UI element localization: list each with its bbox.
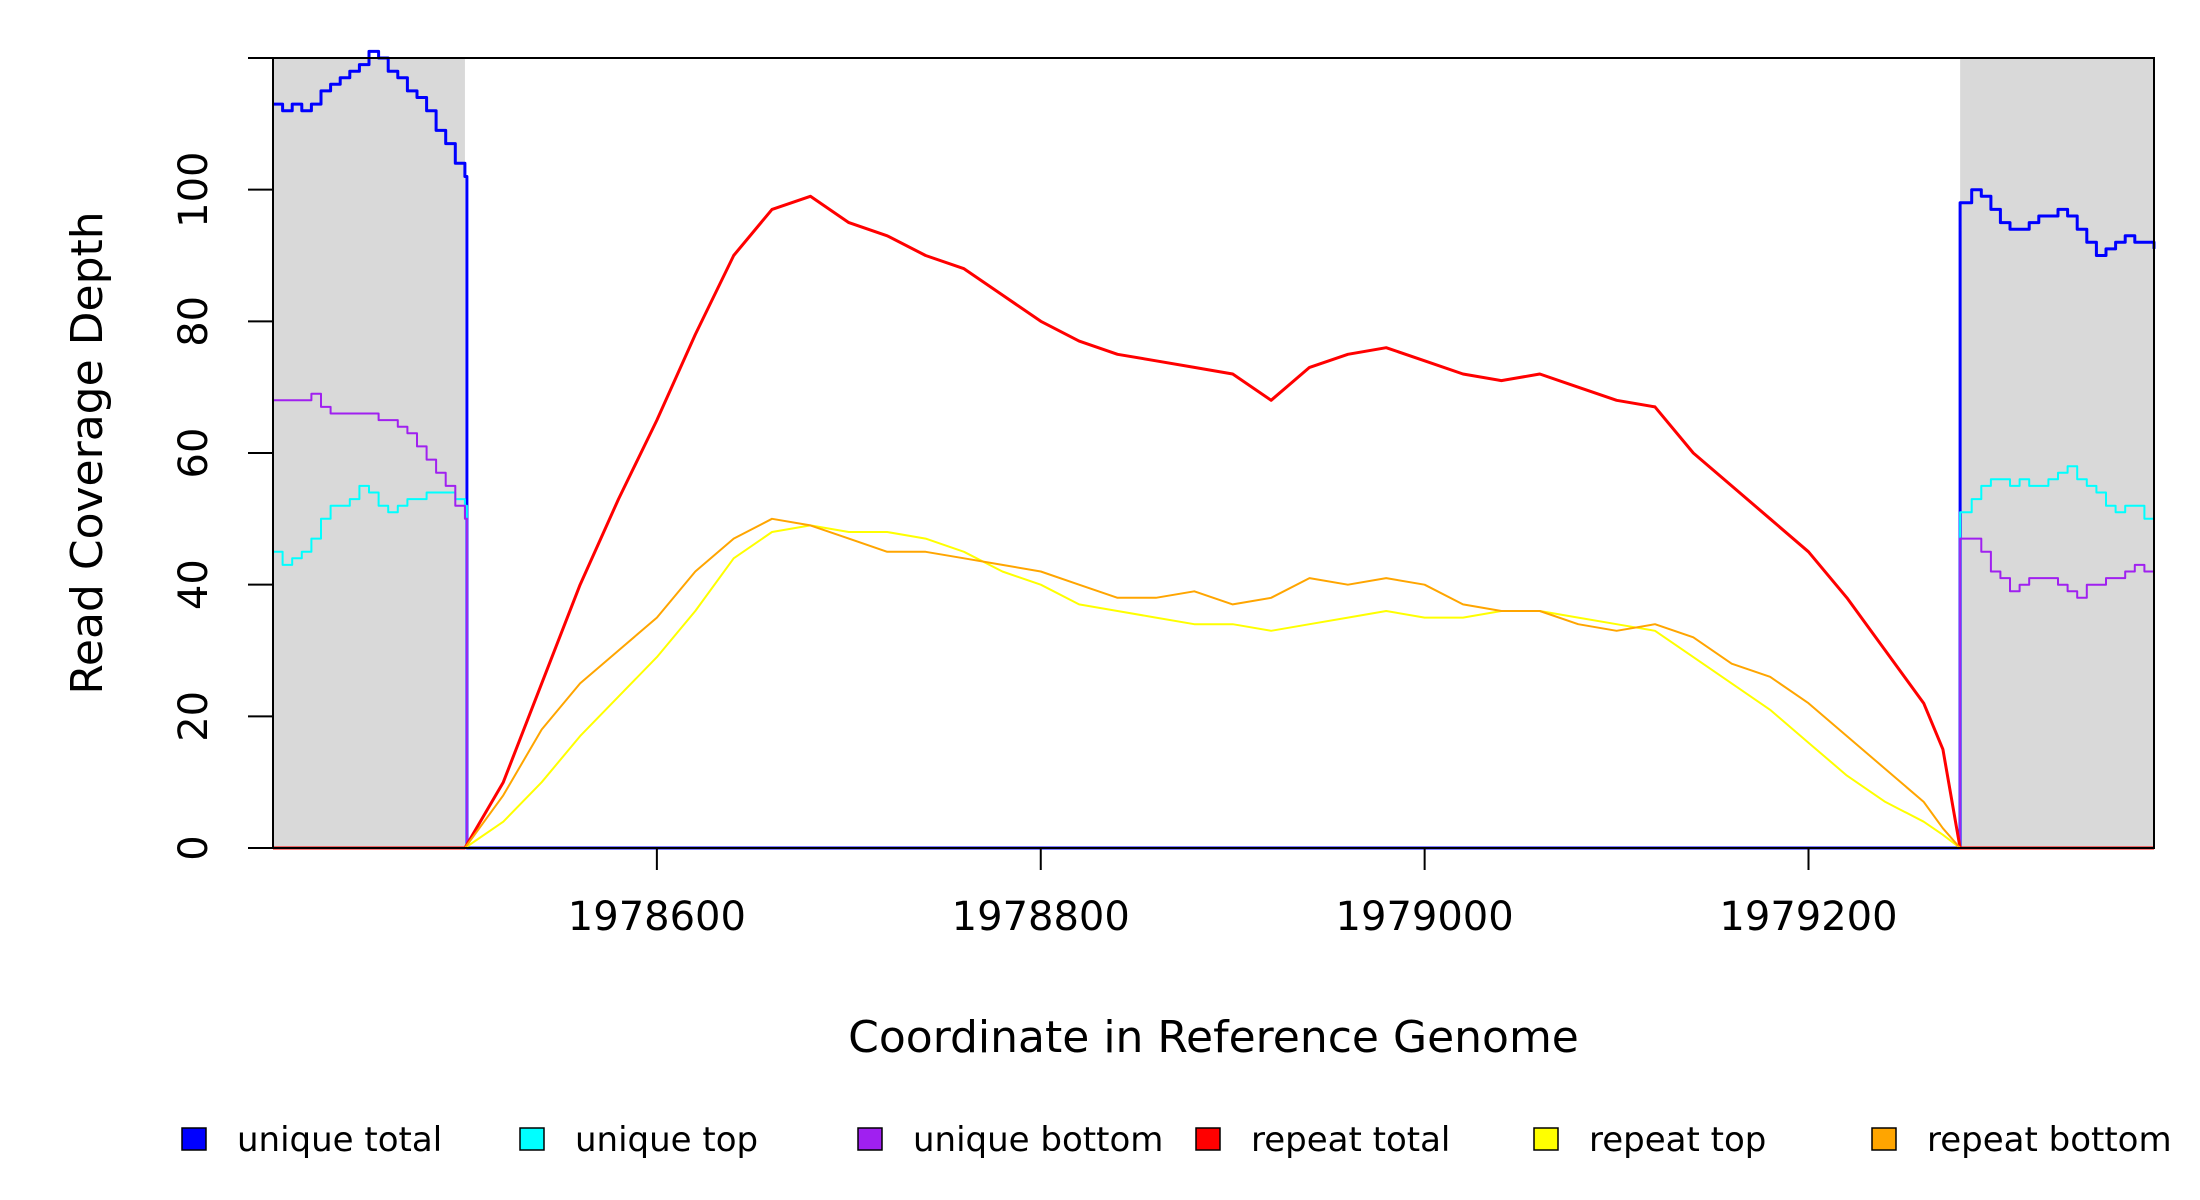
plot-frame: [272, 57, 2155, 849]
y-axis: 0 20 40 60 80 100: [171, 57, 273, 861]
legend-swatch: [1871, 1127, 1897, 1151]
x-tick-label: 1979000: [1336, 894, 1514, 940]
series-line-unique-total: [273, 49, 2156, 850]
legend: unique total unique top unique bottom repea…: [181, 1120, 2172, 1160]
y-tick-label: 100: [171, 151, 217, 227]
x-axis-title: Coordinate in Reference Genome: [848, 1012, 1579, 1063]
y-tick-label: 60: [171, 428, 217, 479]
legend-label: unique bottom: [913, 1120, 1163, 1160]
series-line-repeat-top: [273, 524, 2154, 849]
shaded-region-2: [1960, 58, 2154, 848]
y-tick-label: 80: [171, 296, 217, 347]
x-axis: 1978600 1978800 1979000 1979200: [568, 848, 1898, 940]
y-tick-label: 20: [171, 691, 217, 742]
series-line-unique-bottom: [273, 392, 2155, 849]
legend-swatch: [181, 1127, 207, 1151]
legend-label: repeat total: [1251, 1120, 1450, 1160]
legend-swatch: [1533, 1127, 1559, 1151]
x-tick-label: 1978600: [568, 894, 746, 940]
y-axis-title: Read Coverage Depth: [62, 211, 113, 694]
series-layer: [273, 49, 2156, 850]
legend-swatch: [1195, 1127, 1221, 1151]
y-tick-label: 0: [171, 835, 217, 860]
y-tick-label: 40: [171, 559, 217, 610]
legend-swatch: [519, 1127, 545, 1151]
shaded-region-1: [273, 58, 465, 848]
legend-label: repeat bottom: [1927, 1120, 2172, 1160]
series-line-repeat-bottom: [273, 517, 2154, 849]
legend-label: unique total: [237, 1120, 442, 1160]
legend-label: repeat top: [1589, 1120, 1766, 1160]
x-tick-label: 1978800: [952, 894, 1130, 940]
series-line-unique-top: [273, 465, 2154, 849]
x-tick-label: 1979200: [1719, 894, 1897, 940]
series-line-repeat-total: [273, 194, 2154, 850]
shaded-regions: [273, 58, 2154, 848]
legend-swatch: [857, 1127, 883, 1151]
legend-label: unique top: [575, 1120, 758, 1160]
